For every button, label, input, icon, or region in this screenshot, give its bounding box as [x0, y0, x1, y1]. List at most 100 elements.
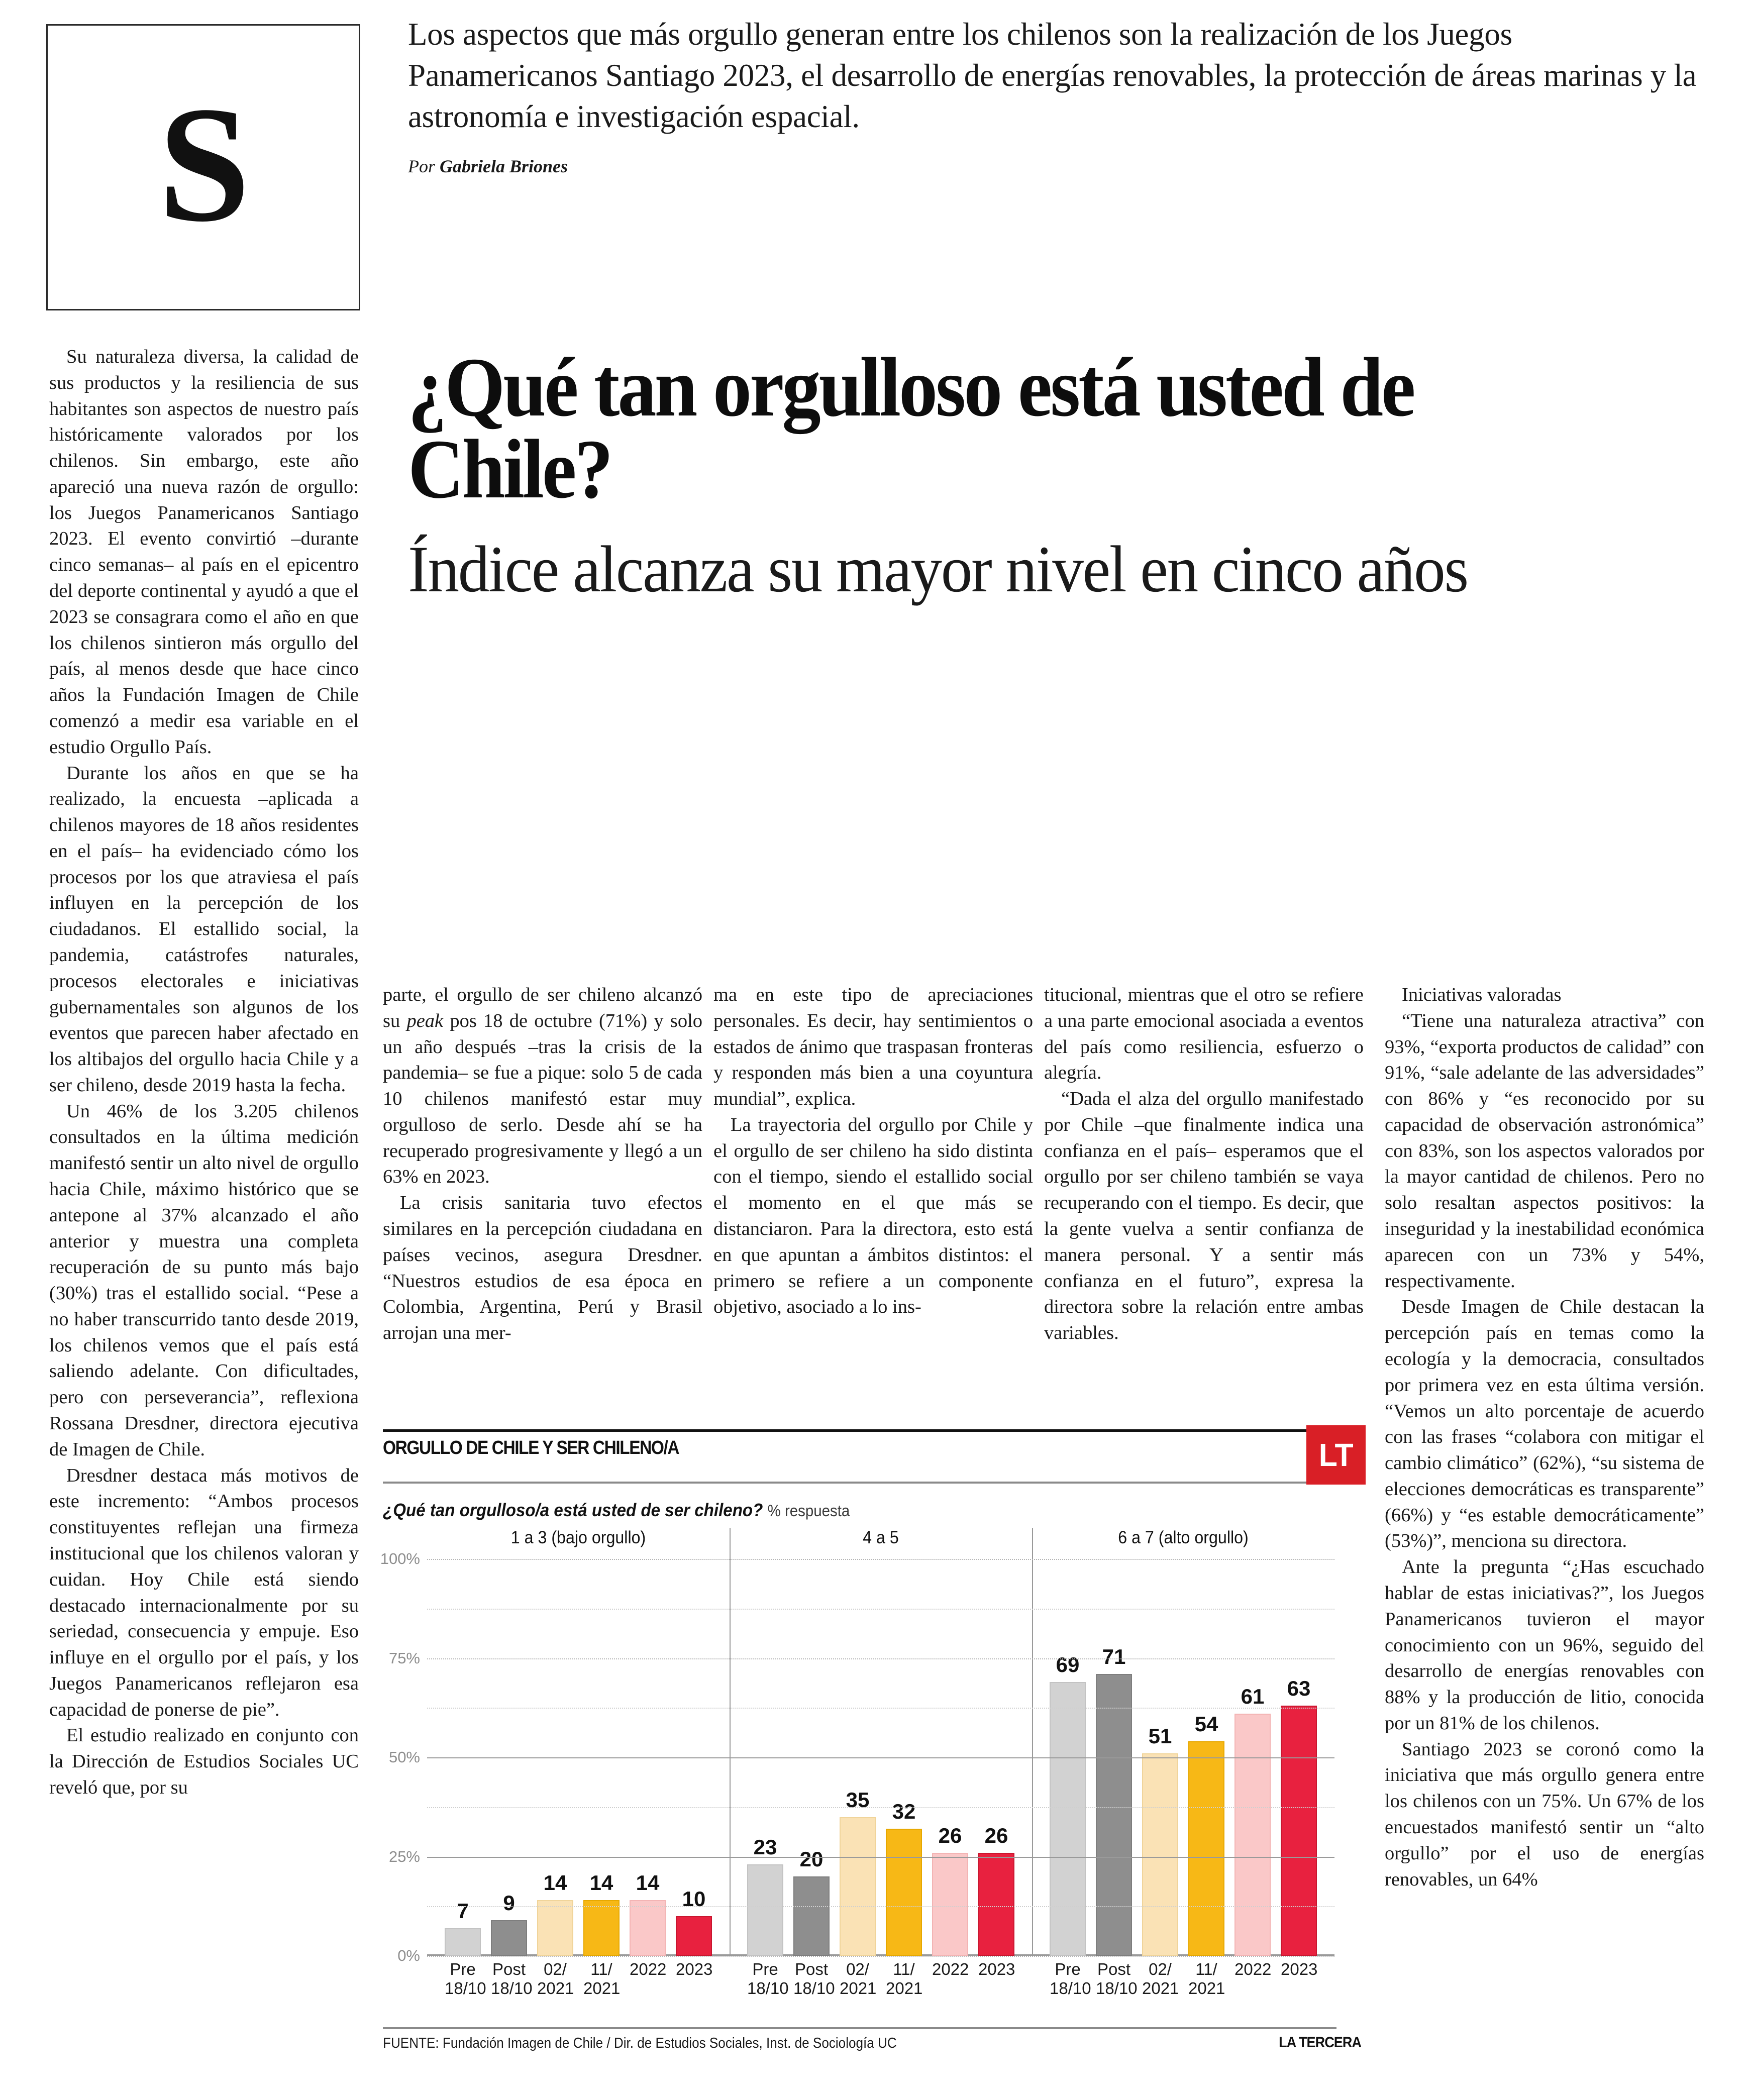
chart-gridline-minor [427, 1906, 1334, 1908]
chart-x-group: Pre 18/10 Post 18/10 02/ 2021 11/ 2021 2022 2… [427, 1960, 730, 1998]
chart-bar-rect [932, 1852, 968, 1956]
chart-bar[interactable]: 69 [1050, 1559, 1086, 1956]
chart-bar-value: 63 [1287, 1676, 1311, 1701]
chart-bar-value: 14 [543, 1871, 567, 1895]
chart-bar[interactable]: 9 [491, 1559, 527, 1956]
chart-bar-value: 71 [1102, 1645, 1126, 1669]
logo-text: LT [1319, 1437, 1354, 1473]
byline-author: Gabriela Briones [440, 156, 568, 176]
chart-bar[interactable]: 32 [886, 1559, 922, 1956]
chart-bar-value: 7 [457, 1899, 469, 1923]
chart-bar-value: 26 [938, 1823, 962, 1847]
publication-brand: LA TERCERA [1278, 2034, 1362, 2051]
chart-bar-value: 14 [636, 1871, 660, 1895]
chart-bar-value: 54 [1194, 1712, 1218, 1736]
chart-x-label: 11/ 2021 [886, 1960, 923, 1998]
chart-x-group: Pre 18/10 Post 18/10 02/ 2021 11/ 2021 2022 2… [1032, 1960, 1334, 1998]
chart-bar[interactable]: 61 [1234, 1559, 1271, 1956]
chart-y-tick-label: 0% [397, 1947, 420, 1965]
chart-bar-rect [1234, 1714, 1271, 1956]
chart-gridline-minor [427, 1807, 1334, 1808]
chart-x-label: 2023 [1281, 1960, 1318, 1978]
la-tercera-logo: LT [1306, 1425, 1366, 1485]
chart-x-label: 2022 [630, 1960, 667, 1978]
chart-bar-value: 35 [846, 1788, 870, 1812]
chart-bar-rect [491, 1920, 527, 1956]
chart-bar-value: 9 [503, 1891, 515, 1915]
chart-bar-groups: 7 9 14 14 14 10 23 20 35 32 26 26 69 71 51 54 61 63 [427, 1528, 1334, 1956]
byline: Por Gabriela Briones [408, 156, 568, 177]
chart-gridline: 50% [389, 1748, 1334, 1766]
chart-bar-group: 23 20 35 32 26 26 [730, 1528, 1032, 1956]
chart-question: ¿Qué tan orgulloso/a está usted de ser c… [383, 1500, 850, 1521]
chart-y-tick-label: 100% [380, 1550, 420, 1568]
chart-bar[interactable]: 26 [932, 1559, 968, 1956]
paragraph: La crisis sanitaria tuvo efectos similar… [383, 1192, 702, 1344]
chart-bar-rect [840, 1817, 876, 1956]
chart-group-label: 6 a 7 (alto orgullo) [1118, 1528, 1249, 1547]
chart-bar[interactable]: 14 [537, 1559, 573, 1956]
chart-bar[interactable]: 51 [1142, 1559, 1178, 1956]
chart-bar-rect [630, 1900, 666, 1956]
chart-bar[interactable]: 23 [747, 1559, 783, 1956]
chart-x-label: 2023 [676, 1960, 713, 1978]
body-column-1: Su naturaleza diversa, la calidad de sus… [49, 344, 359, 1801]
chart-x-label: 2022 [1234, 1960, 1272, 1978]
chart-bar[interactable]: 14 [630, 1559, 666, 1956]
section-heading: Iniciativas valoradas [1402, 984, 1562, 1005]
chart-x-label: 2023 [978, 1960, 1015, 1978]
paragraph: Durante los años en que se ha realizado,… [49, 762, 359, 1096]
chart-unit: % respuesta [767, 1502, 850, 1520]
chart-y-tick-label: 25% [388, 1847, 420, 1865]
chart-bar-rect [1142, 1753, 1178, 1956]
chart-baseline [427, 1954, 1334, 1956]
paragraph: titucional, mientras que el otro se refi… [1044, 984, 1364, 1084]
chart-bar-group: 69 71 51 54 61 63 [1032, 1528, 1334, 1956]
chart-bar-rect [1096, 1674, 1132, 1956]
divider-footer [383, 2027, 1336, 2029]
standfirst: Los aspectos que más orgullo generan ent… [408, 17, 1697, 134]
chart-gridline-minor [427, 1608, 1334, 1610]
paragraph: Ante la pregunta “¿Has escuchado hablar … [1385, 1556, 1704, 1734]
chart-group-label: 1 a 3 (bajo orgullo) [510, 1528, 646, 1547]
chart-source: FUENTE: Fundación Imagen de Chile / Dir.… [383, 2035, 897, 2051]
chart-bar[interactable]: 54 [1188, 1559, 1224, 1956]
chart-x-axis-labels: Pre 18/10 Post 18/10 02/ 2021 11/ 2021 2022 2… [427, 1960, 1334, 1998]
paragraph: Santiago 2023 se coronó como la iniciati… [1385, 1738, 1704, 1890]
chart-bar-value: 14 [589, 1871, 613, 1895]
chart-x-label: Post 18/10 [491, 1960, 533, 1998]
paragraph: parte, el orgullo de ser chileno alcanzó… [383, 982, 702, 1190]
paragraph: “Tiene una naturaleza atractiva” con 93%… [1385, 1010, 1704, 1292]
chart-bar[interactable]: 26 [978, 1559, 1014, 1956]
chart-bar[interactable]: 14 [583, 1559, 620, 1956]
chart-bar[interactable]: 20 [793, 1559, 830, 1956]
chart-x-label: Pre 18/10 [747, 1960, 789, 1998]
paragraph: “Dada el alza del orgullo manifestado po… [1044, 1088, 1364, 1344]
chart-bar-rect [793, 1876, 830, 1956]
top-zone: S Los aspectos que más orgullo generan e… [0, 0, 1749, 332]
chart-bar-value: 61 [1241, 1685, 1265, 1709]
chart-bar-rect [978, 1852, 1014, 1956]
chart-bar[interactable]: 63 [1281, 1559, 1317, 1956]
chart-x-label: 11/ 2021 [583, 1960, 621, 1998]
chart-y-tick-label: 75% [388, 1649, 420, 1667]
chart-x-label: Post 18/10 [1096, 1960, 1138, 1998]
chart-bar-value: 32 [892, 1800, 916, 1824]
chart-bar[interactable]: 71 [1096, 1559, 1132, 1956]
chart-bar[interactable]: 7 [445, 1559, 481, 1956]
chart-bar-value: 20 [799, 1847, 824, 1871]
chart-bar-rect [676, 1916, 712, 1956]
page-subtitle: Índice alcanza su mayor nivel en cinco a… [408, 532, 1469, 606]
divider-middle [383, 1482, 1336, 1484]
chart-x-label: 11/ 2021 [1188, 1960, 1225, 1998]
chart-bar-rect [583, 1900, 620, 1956]
chart-bar-rect [747, 1864, 783, 1956]
chart-bar-rect [886, 1829, 922, 1956]
paragraph: Un 46% de los 3.205 chilenos consultados… [49, 1100, 359, 1460]
chart-group-separator [1032, 1528, 1033, 1956]
chart-bar-value: 23 [753, 1835, 777, 1859]
chart-plot-area: 7 9 14 14 14 10 23 20 35 32 26 26 69 71 51 54 61 63 0% 25%… [380, 1528, 1334, 1964]
chart-x-label: 02/ 2021 [1142, 1960, 1179, 1998]
headline-zone: ¿Qué tan orgulloso está usted de Chile? … [408, 345, 1714, 606]
